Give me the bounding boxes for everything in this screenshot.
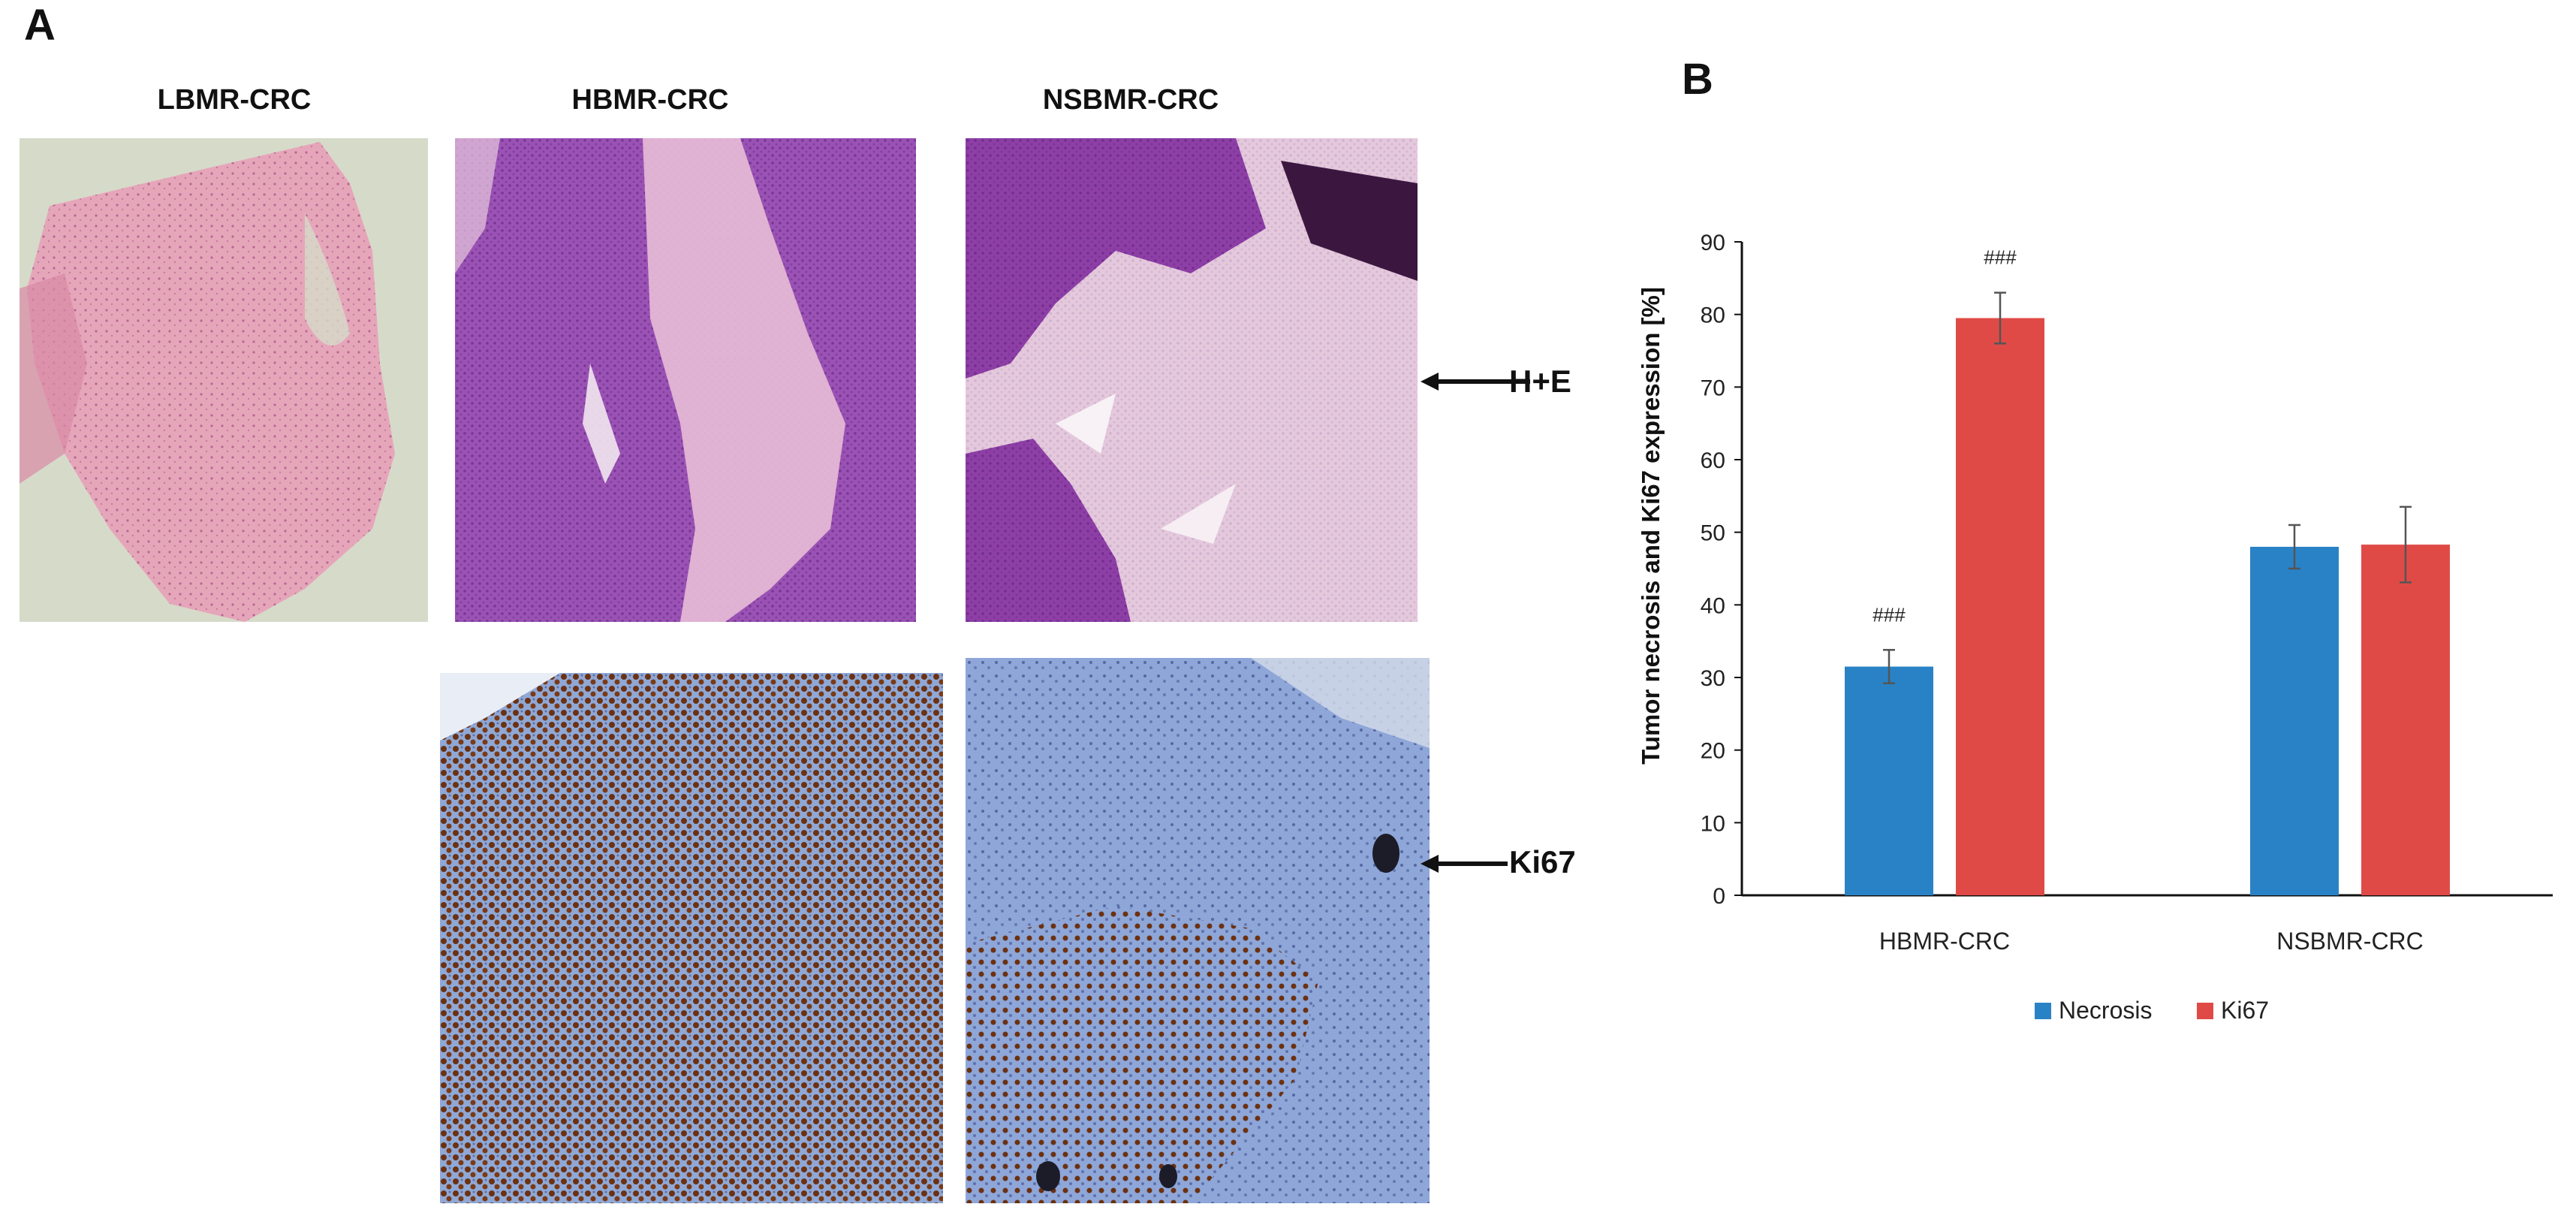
column-title-hbmr: HBMR-CRC xyxy=(571,84,729,116)
y-axis-label: Tumor necrosis and Ki67 expression [%] xyxy=(1637,287,1665,765)
legend-swatch-necrosis xyxy=(2035,1003,2051,1019)
y-tick-label: 40 xyxy=(1701,593,1725,618)
y-tick-label: 0 xyxy=(1713,884,1725,909)
column-title-lbmr: LBMR-CRC xyxy=(157,84,312,116)
micrograph-he-lbmr xyxy=(20,138,428,622)
bar-chart: Tumor necrosis and Ki67 expression [%] 0… xyxy=(1637,231,2553,1024)
y-tick-label: 30 xyxy=(1701,666,1725,691)
micrograph-ki67-hbmr xyxy=(440,673,943,1203)
legend-swatch-ki67 xyxy=(2197,1003,2213,1019)
significance-marker: ### xyxy=(1872,603,1906,626)
legend-label-necrosis: Necrosis xyxy=(2059,997,2152,1024)
micrograph-ki67-nsbmr xyxy=(966,658,1430,1203)
significance-marker: ### xyxy=(1984,246,2017,269)
row-label-ki67: Ki67 xyxy=(1509,844,1576,880)
y-tick-label: 90 xyxy=(1701,231,1725,255)
bar-ki67-nsbmr-crc xyxy=(2361,545,2450,895)
micrograph-he-hbmr xyxy=(455,138,916,622)
bar-necrosis-hbmr-crc xyxy=(1845,666,1933,895)
x-tick-label: NSBMR-CRC xyxy=(2276,928,2424,955)
y-tick-label: 20 xyxy=(1701,739,1725,764)
y-tick-label: 60 xyxy=(1701,448,1725,473)
panel-b-label: B xyxy=(1682,55,1713,104)
arrow-he xyxy=(1421,373,1530,391)
y-tick-label: 10 xyxy=(1701,811,1725,836)
column-title-nsbmr: NSBMR-CRC xyxy=(1042,84,1219,116)
micrograph-he-nsbmr xyxy=(966,138,1418,622)
panel-a-label: A xyxy=(24,1,56,50)
row-label-he: H+E xyxy=(1509,364,1571,399)
legend-label-ki67: Ki67 xyxy=(2221,997,2269,1024)
y-tick-label: 50 xyxy=(1701,521,1725,546)
bar-ki67-hbmr-crc xyxy=(1956,318,2044,895)
y-tick-label: 70 xyxy=(1701,376,1725,400)
x-tick-label: HBMR-CRC xyxy=(1879,928,2010,955)
y-tick-label: 80 xyxy=(1701,303,1725,328)
bar-necrosis-nsbmr-crc xyxy=(2250,547,2339,895)
arrow-ki67 xyxy=(1421,855,1508,873)
